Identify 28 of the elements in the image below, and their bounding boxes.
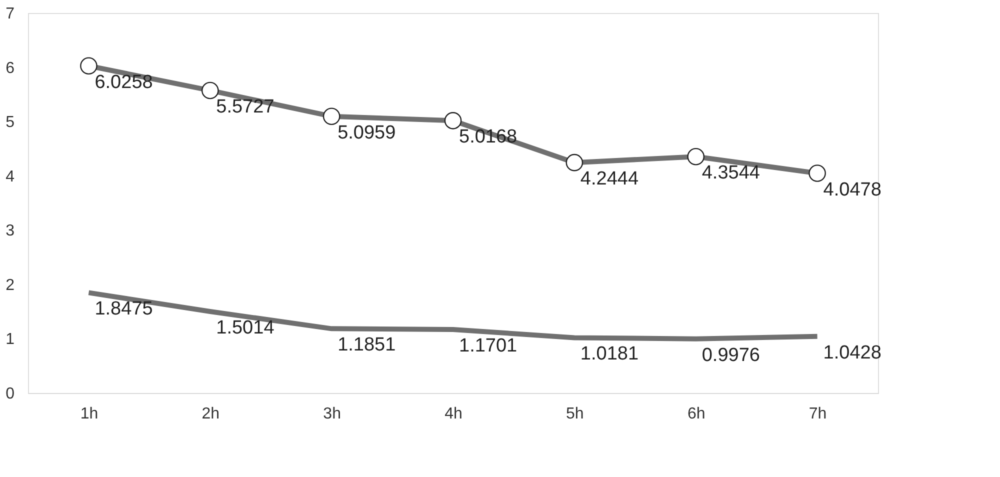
data-label: 4.2444: [580, 168, 639, 190]
data-label: 1.0181: [580, 344, 639, 365]
data-label: 4.3544: [702, 162, 760, 184]
y-tick-label: 7: [6, 6, 15, 22]
x-tick-label: 4h: [444, 406, 462, 422]
x-tick-label: 7h: [808, 406, 827, 422]
y-tick-label: 6: [6, 60, 15, 77]
data-label: 6.0258: [94, 72, 153, 93]
data-label: 1.8475: [94, 298, 153, 320]
data-label: 1.1851: [338, 334, 396, 356]
y-tick-label: 3: [6, 222, 15, 240]
x-tick-label: 2h: [202, 406, 220, 422]
x-tick-label: 3h: [323, 406, 341, 422]
x-tick-label: 1h: [80, 406, 98, 422]
y-tick-label: 1: [6, 331, 15, 348]
data-label: 5.5727: [216, 96, 274, 118]
data-label: 5.0959: [338, 122, 396, 144]
y-tick-label: 0: [6, 386, 15, 402]
x-tick-label: 6h: [687, 406, 706, 422]
data-label: 1.0428: [823, 342, 882, 364]
data-label: 4.0478: [823, 179, 882, 200]
y-tick-label: 2: [6, 276, 15, 294]
y-tick-label: 5: [6, 114, 15, 132]
data-label: 1.1701: [459, 335, 518, 356]
data-label: 1.5014: [216, 317, 275, 338]
y-tick-label: 4: [6, 168, 15, 186]
x-tick-label: 5h: [566, 406, 584, 422]
data-label: 0.9976: [702, 344, 760, 366]
